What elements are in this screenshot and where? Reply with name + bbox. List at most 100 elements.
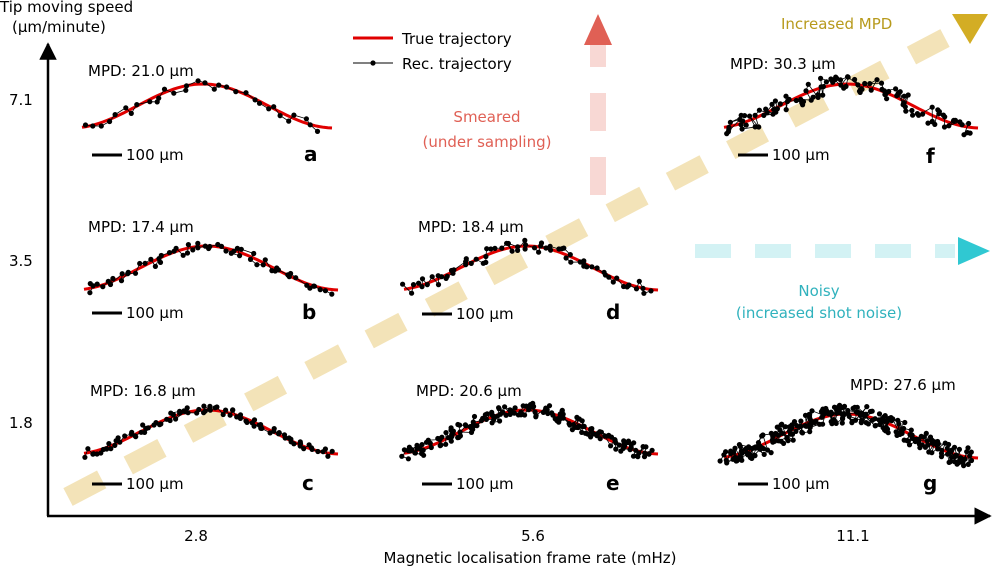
rec-point-g bbox=[760, 432, 766, 438]
rec-point-f bbox=[929, 104, 935, 110]
rec-point-f bbox=[874, 77, 880, 83]
rec-point-c bbox=[184, 405, 190, 411]
true-trajectory-f bbox=[723, 82, 979, 130]
rec-point-f bbox=[855, 82, 861, 88]
rec-point-a bbox=[286, 118, 292, 124]
rec-point-b bbox=[152, 263, 158, 269]
smeared-annotation-line2: (under sampling) bbox=[423, 133, 552, 151]
rec-point-f bbox=[725, 129, 731, 135]
rec-point-b bbox=[311, 283, 317, 289]
rec-point-c bbox=[251, 423, 257, 429]
rec-point-b bbox=[262, 257, 268, 263]
rec-point-d bbox=[561, 245, 567, 251]
rec-point-b bbox=[207, 243, 213, 250]
rec-point-b bbox=[260, 262, 266, 268]
true-trajectory-b bbox=[83, 244, 339, 292]
rec-point-d bbox=[429, 274, 435, 280]
rec-point-g bbox=[939, 447, 945, 453]
rec-point-f bbox=[727, 119, 733, 125]
rec-point-b bbox=[148, 256, 154, 262]
rec-point-e bbox=[556, 419, 562, 425]
rec-point-b bbox=[132, 270, 139, 276]
rec-point-c bbox=[271, 428, 277, 434]
rec-point-c bbox=[291, 441, 297, 447]
rec-point-g bbox=[885, 430, 891, 436]
rec-point-f bbox=[820, 84, 826, 90]
rec-point-f bbox=[884, 96, 890, 102]
rec-point-e bbox=[489, 420, 495, 426]
rec-point-b bbox=[185, 242, 191, 248]
rec-point-g bbox=[945, 451, 951, 457]
rec-point-d bbox=[567, 252, 573, 258]
rec-point-a bbox=[183, 83, 190, 89]
rec-point-d bbox=[409, 290, 415, 296]
rec-point-d bbox=[531, 245, 538, 251]
rec-point-a bbox=[112, 112, 118, 118]
rec-point-d bbox=[568, 259, 574, 265]
rec-point-d bbox=[636, 278, 642, 284]
rec-point-d bbox=[435, 282, 442, 288]
rec-point-g bbox=[867, 408, 873, 415]
rec-point-g bbox=[747, 445, 753, 451]
rec-point-a bbox=[90, 123, 96, 129]
rec-point-a bbox=[107, 118, 113, 125]
rec-point-b bbox=[184, 250, 191, 256]
rec-point-e bbox=[457, 429, 463, 435]
rec-point-d bbox=[419, 284, 425, 290]
rec-point-b bbox=[87, 281, 93, 287]
rec-point-c bbox=[168, 410, 174, 416]
rec-point-g bbox=[876, 411, 883, 417]
rec-point-d bbox=[589, 264, 595, 270]
rec-point-g bbox=[861, 413, 867, 419]
rec-point-e bbox=[630, 453, 637, 459]
rec-point-f bbox=[893, 86, 899, 92]
rec-point-e bbox=[643, 444, 649, 450]
rec-point-g bbox=[907, 432, 913, 438]
rec-point-b bbox=[118, 278, 125, 284]
rec-point-e bbox=[597, 436, 603, 442]
rec-point-e bbox=[483, 416, 489, 422]
rec-point-e bbox=[581, 423, 587, 429]
rec-point-a bbox=[216, 82, 222, 88]
rec-point-f bbox=[832, 77, 838, 83]
rec-point-f bbox=[932, 121, 938, 127]
rec-point-f bbox=[818, 75, 824, 81]
rec-point-c bbox=[297, 439, 303, 445]
rec-point-e bbox=[507, 407, 513, 413]
rec-point-a bbox=[277, 113, 283, 119]
rec-point-b bbox=[275, 267, 281, 273]
rec-point-g bbox=[807, 429, 813, 435]
rec-point-e bbox=[546, 403, 553, 409]
panel-f-letter: f bbox=[926, 144, 935, 168]
rec-point-e bbox=[512, 405, 518, 411]
rec-point-c bbox=[251, 417, 258, 423]
rec-point-c bbox=[173, 416, 179, 422]
rec-point-b bbox=[238, 246, 244, 252]
rec-point-c bbox=[140, 422, 146, 428]
rec-point-g bbox=[877, 421, 883, 428]
rec-point-c bbox=[108, 446, 114, 452]
panel-a-scale-label: 100 μm bbox=[126, 146, 184, 164]
rec-point-e bbox=[631, 440, 637, 446]
rec-point-b bbox=[237, 253, 243, 259]
rec-point-g bbox=[837, 410, 843, 416]
x-tick-5.6: 5.6 bbox=[521, 527, 545, 545]
rec-point-d bbox=[444, 273, 450, 279]
rec-point-e bbox=[496, 405, 502, 411]
rec-point-f bbox=[916, 112, 922, 118]
rec-point-c bbox=[276, 430, 282, 436]
rec-point-b bbox=[158, 252, 164, 259]
rec-point-a bbox=[123, 105, 129, 111]
rec-point-f bbox=[772, 98, 778, 104]
rec-point-c bbox=[325, 453, 331, 459]
rec-point-f bbox=[740, 118, 746, 124]
rec-trajectory-a bbox=[85, 80, 318, 132]
rec-point-a bbox=[266, 106, 272, 112]
rec-point-g bbox=[799, 430, 806, 436]
rec-point-e bbox=[646, 451, 652, 457]
rec-point-g bbox=[751, 452, 757, 458]
rec-point-a bbox=[183, 87, 189, 93]
rec-point-e bbox=[598, 429, 604, 435]
rec-point-f bbox=[881, 88, 887, 94]
rec-point-g bbox=[790, 437, 796, 443]
